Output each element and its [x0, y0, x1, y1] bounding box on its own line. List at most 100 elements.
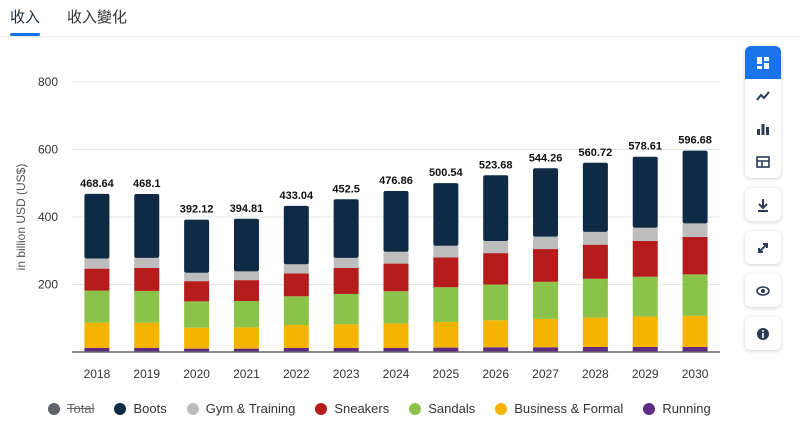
- chart-toolbar: [745, 46, 781, 360]
- bar-gym-training: [233, 271, 259, 281]
- total-data-label: 578.61: [628, 141, 662, 153]
- legend-dot-gym-training: [186, 402, 199, 415]
- bar-sneakers: [383, 263, 409, 292]
- table-icon: [756, 155, 770, 168]
- bar-sandals: [433, 287, 459, 322]
- legend-dot-running: [643, 402, 656, 415]
- total-data-label: 560.72: [579, 147, 613, 159]
- legend-item-running[interactable]: Running: [643, 401, 711, 416]
- total-data-label: 523.68: [479, 159, 513, 171]
- legend-item-boots[interactable]: Boots: [114, 401, 167, 416]
- bar-sandals: [233, 301, 259, 328]
- dashboard-icon: [757, 56, 769, 69]
- bar-chart-icon: [757, 123, 769, 135]
- dashboard-button[interactable]: [745, 46, 781, 79]
- bar-sneakers: [233, 280, 259, 302]
- total-data-label: 433.04: [279, 190, 314, 202]
- y-tick-label: 200: [38, 278, 58, 292]
- legend-item-business-formal[interactable]: Business & Formal: [495, 401, 623, 416]
- bar-sneakers: [433, 257, 459, 288]
- x-tick-label: 2029: [632, 367, 659, 381]
- legend-dot-sandals: [409, 402, 422, 415]
- bar-running: [333, 347, 359, 352]
- total-data-label: 468.64: [80, 178, 115, 190]
- download-group: [745, 188, 781, 221]
- info-button[interactable]: [745, 317, 781, 350]
- total-data-label: 596.68: [678, 135, 712, 147]
- expand-group: [745, 231, 781, 264]
- bar-sandals: [682, 274, 708, 316]
- eye-button[interactable]: [745, 274, 781, 307]
- chart-legend: Total Boots Gym & Training Sneakers Sand…: [48, 401, 731, 416]
- x-tick-label: 2024: [383, 367, 410, 381]
- bar-sandals: [483, 284, 509, 321]
- x-tick-label: 2023: [333, 367, 360, 381]
- bar-boots: [184, 219, 210, 273]
- bar-business-formal: [483, 320, 509, 348]
- bar-gym-training: [184, 272, 210, 282]
- legend-label-sandals: Sandals: [428, 401, 476, 416]
- legend-label-business-formal: Business & Formal: [514, 401, 624, 416]
- tab-revenue[interactable]: 收入: [10, 9, 41, 26]
- bar-sneakers: [632, 240, 658, 277]
- legend-item-gym-training[interactable]: Gym & Training: [186, 401, 295, 416]
- legend-item-sneakers[interactable]: Sneakers: [315, 401, 389, 416]
- bar-business-formal: [632, 316, 658, 347]
- legend-dot-boots: [114, 402, 127, 415]
- bar-sneakers: [84, 268, 110, 291]
- y-tick-label: 400: [38, 210, 58, 224]
- bar-running: [632, 346, 658, 352]
- bar-sandals: [283, 296, 309, 325]
- bar-sneakers: [333, 267, 359, 294]
- table-button[interactable]: [745, 145, 781, 178]
- download-button[interactable]: [745, 188, 781, 221]
- x-tick-label: 2019: [133, 367, 160, 381]
- bar-business-formal: [383, 323, 409, 348]
- bar-sandals: [84, 290, 110, 323]
- bar-business-formal: [682, 315, 708, 347]
- bar-boots: [632, 156, 658, 228]
- x-tick-label: 2021: [233, 367, 260, 381]
- bar-boots: [283, 205, 309, 265]
- bar-boots: [582, 162, 608, 232]
- expand-icon: [758, 242, 768, 253]
- tab-bar: 收入 收入變化: [0, 0, 800, 37]
- total-data-label: 500.54: [429, 167, 464, 179]
- bar-sneakers: [582, 244, 608, 279]
- bar-gym-training: [582, 231, 608, 245]
- bar-running: [134, 347, 160, 352]
- bar-boots: [483, 175, 509, 241]
- legend-label-boots: Boots: [133, 401, 167, 416]
- bar-gym-training: [84, 258, 110, 269]
- bar-running: [483, 347, 509, 352]
- bar-gym-training: [632, 227, 658, 241]
- legend-item-total[interactable]: Total: [48, 401, 94, 416]
- bar-business-formal: [582, 317, 608, 347]
- bar-boots: [333, 199, 359, 258]
- bar-business-formal: [283, 325, 309, 348]
- total-data-label: 468.1: [133, 178, 161, 190]
- x-tick-label: 2018: [84, 367, 111, 381]
- total-data-label: 544.26: [529, 152, 563, 164]
- tab-revenue-change[interactable]: 收入變化: [67, 9, 128, 26]
- bar-running: [184, 348, 210, 352]
- legend-dot-business-formal: [495, 402, 508, 415]
- info-icon: [757, 327, 769, 340]
- bar-business-formal: [233, 327, 259, 349]
- legend-item-sandals[interactable]: Sandals: [409, 401, 475, 416]
- bar-boots: [533, 168, 559, 237]
- bar-boots: [682, 150, 708, 224]
- legend-dot-sneakers: [315, 402, 328, 415]
- bar-gym-training: [383, 251, 409, 264]
- bar-running: [433, 347, 459, 352]
- download-icon: [758, 198, 768, 212]
- bar-chart-button[interactable]: [745, 112, 781, 145]
- bar-running: [533, 347, 559, 352]
- expand-button[interactable]: [745, 231, 781, 264]
- x-tick-label: 2025: [432, 367, 459, 381]
- line-chart-button[interactable]: [745, 79, 781, 112]
- bar-sandals: [134, 290, 160, 323]
- bar-sneakers: [483, 253, 509, 285]
- bar-gym-training: [533, 236, 559, 250]
- line-chart-icon: [756, 90, 770, 101]
